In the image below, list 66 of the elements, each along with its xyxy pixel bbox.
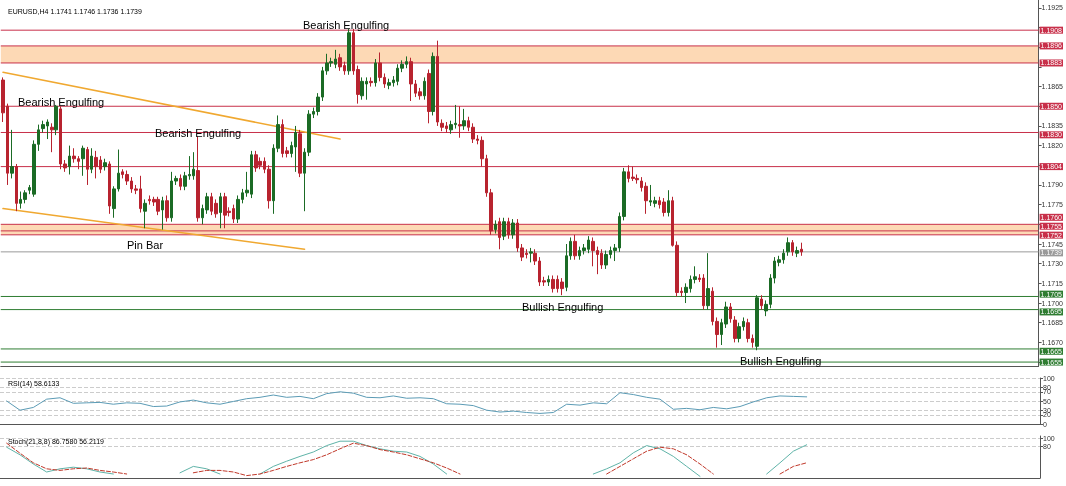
candlestick (294, 125, 297, 173)
candlestick (494, 219, 497, 235)
candlestick (644, 181, 648, 215)
line-series (6, 391, 808, 414)
candlestick (15, 163, 18, 212)
candlestick (10, 129, 14, 179)
candlestick (706, 252, 710, 311)
candlestick (423, 76, 426, 101)
candlestick (108, 160, 111, 215)
candlestick (511, 218, 515, 240)
candlestick (360, 76, 364, 101)
candlestick (369, 76, 373, 88)
candlestick (192, 151, 195, 181)
candlestick (156, 196, 160, 216)
candlestick (547, 274, 550, 287)
candlestick (458, 105, 462, 139)
annotation: Bearish Engulfing (18, 95, 105, 108)
candlestick (431, 51, 435, 116)
candlestick (760, 294, 763, 311)
candlestick (143, 198, 147, 229)
candlestick (254, 150, 258, 173)
candlestick (729, 302, 732, 324)
candlestick (507, 217, 510, 240)
candlestick (498, 217, 501, 250)
candlestick (298, 129, 302, 178)
candlestick (161, 196, 164, 231)
candlestick (560, 277, 564, 296)
candlestick (387, 78, 391, 90)
candlestick (86, 146, 89, 186)
candlestick (427, 69, 431, 124)
candlestick (702, 273, 705, 311)
candlestick (436, 40, 439, 127)
annotation: Bearish Engulfing (303, 18, 390, 31)
candlestick (600, 248, 603, 270)
candlestick (573, 234, 577, 261)
candlestick (667, 189, 670, 217)
annotation: Pin Bar (127, 238, 164, 251)
candlestick (409, 57, 413, 102)
candlestick (81, 145, 85, 177)
candlestick (94, 150, 98, 179)
candlestick (103, 158, 107, 172)
candlestick (529, 247, 533, 263)
candlestick (755, 294, 759, 351)
candlestick (631, 166, 635, 182)
candlestick (462, 108, 466, 131)
candlestick (662, 197, 666, 217)
candlestick (502, 217, 506, 241)
candlestick (551, 274, 555, 294)
candlestick (68, 145, 71, 175)
candlestick (604, 250, 608, 270)
candlestick (795, 246, 799, 258)
candlestick (791, 239, 794, 257)
candlestick (338, 53, 342, 72)
candlestick (54, 104, 58, 136)
candlestick (223, 192, 227, 229)
candlestick (440, 118, 444, 132)
candlestick (165, 194, 169, 223)
candlestick (90, 147, 93, 174)
candlestick (786, 236, 790, 257)
candlestick (179, 173, 182, 191)
candlestick (219, 192, 222, 229)
annotation: Bullish Engulfing (740, 354, 822, 367)
candlestick (374, 58, 377, 88)
candlestick (733, 315, 737, 343)
candlestick (50, 122, 54, 153)
candlestick (800, 242, 803, 257)
